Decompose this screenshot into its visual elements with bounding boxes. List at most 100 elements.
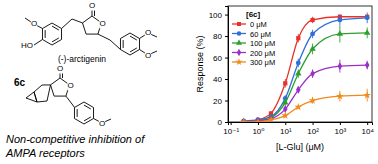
marker bbox=[254, 118, 262, 122]
axis-line bbox=[229, 123, 373, 126]
series-line bbox=[244, 65, 368, 122]
series-line bbox=[244, 95, 368, 122]
y-axis-title: Response (%) bbox=[195, 35, 205, 92]
tick: 10² bbox=[307, 122, 319, 136]
atom-label: O bbox=[57, 64, 63, 73]
marker bbox=[296, 86, 301, 94]
tick: 60 bbox=[213, 54, 228, 63]
tick-label: 20 bbox=[213, 97, 222, 106]
benzene-ring bbox=[74, 102, 93, 124]
tick-label: 10⁰ bbox=[252, 127, 264, 136]
marker bbox=[267, 116, 275, 122]
double-bond bbox=[52, 26, 59, 30]
tick-mark bbox=[225, 101, 228, 102]
bond bbox=[34, 40, 43, 46]
legend-label: 0 μM bbox=[250, 20, 267, 29]
chart: 10⁻¹10⁰10¹10²10³10⁴020406080100[L-Glu] (… bbox=[195, 6, 374, 152]
x-axis-title: [L-Glu] (μM) bbox=[276, 142, 324, 152]
marker bbox=[281, 112, 289, 119]
bond bbox=[66, 96, 72, 104]
legend-label: 300 μM bbox=[250, 58, 275, 67]
cyclopropane bbox=[26, 92, 37, 102]
tick-label: 10¹ bbox=[280, 127, 292, 136]
marker bbox=[282, 99, 288, 105]
structures: OOHOOOOOOO bbox=[21, 1, 157, 129]
marker bbox=[310, 70, 315, 78]
bond bbox=[98, 34, 110, 40]
molecule-name: 6c bbox=[14, 77, 26, 88]
bond bbox=[72, 104, 75, 108]
atom-label: O bbox=[99, 119, 105, 128]
benzene-ring bbox=[42, 23, 61, 45]
tick: 10⁴ bbox=[362, 122, 375, 136]
marker bbox=[240, 118, 248, 122]
x-axis: 10⁻¹ 10⁰ 10¹ 10² 10³ 10⁴ bbox=[223, 122, 374, 136]
marker bbox=[283, 81, 287, 85]
series-line bbox=[244, 17, 368, 122]
tick-mark bbox=[225, 58, 228, 59]
tick-label: 10⁻¹ bbox=[223, 127, 239, 136]
atom-label: O bbox=[67, 81, 73, 90]
tick-mark bbox=[367, 122, 368, 125]
legend-marker bbox=[237, 31, 242, 36]
tick: 10³ bbox=[335, 122, 347, 136]
marker bbox=[309, 97, 317, 104]
tick-mark bbox=[225, 79, 228, 80]
figure: OOHOOOOOOO(-)-arctigenin 6c Non-competitiv… bbox=[0, 0, 378, 164]
bond bbox=[62, 19, 73, 29]
tick-mark bbox=[340, 122, 341, 125]
caption: Non-competitive inhibition of bbox=[6, 133, 145, 145]
double-bond bbox=[77, 109, 78, 117]
legend-entry: 100 μM bbox=[232, 39, 275, 48]
tick-label: 10² bbox=[307, 127, 319, 136]
double-bond bbox=[130, 48, 137, 52]
legend: [6c]0 μM60 μM100 μM200 μM300 μM bbox=[232, 10, 275, 67]
marker bbox=[336, 92, 344, 99]
legend-title: [6c] bbox=[246, 10, 261, 19]
legend-entry: 60 μM bbox=[232, 30, 271, 39]
legend-marker bbox=[237, 49, 241, 56]
marker bbox=[338, 62, 343, 70]
legend-entry: 0 μM bbox=[232, 20, 267, 29]
double-bond bbox=[52, 38, 59, 42]
atom-label: O bbox=[145, 28, 151, 37]
double-bond bbox=[130, 36, 137, 40]
marker bbox=[309, 45, 315, 51]
tick-mark bbox=[258, 122, 259, 125]
tick-label: 40 bbox=[213, 75, 222, 84]
marker bbox=[365, 15, 370, 20]
tick-mark bbox=[225, 15, 228, 16]
caption: AMPA receptors bbox=[5, 147, 85, 159]
axis-line bbox=[225, 7, 229, 123]
tick: 20 bbox=[213, 97, 228, 106]
marker bbox=[364, 29, 370, 35]
legend-label: 200 μM bbox=[250, 49, 275, 58]
y-axis: 020406080100 bbox=[209, 7, 229, 128]
tick: 80 bbox=[213, 32, 228, 41]
series-line bbox=[244, 33, 368, 122]
tick-mark bbox=[231, 122, 232, 125]
bond bbox=[110, 40, 121, 50]
legend-marker bbox=[236, 39, 242, 44]
tick-label: 10³ bbox=[335, 127, 347, 136]
marker bbox=[296, 36, 300, 40]
tick-label: 100 bbox=[209, 11, 223, 20]
benzene-ring bbox=[120, 33, 139, 55]
bond bbox=[72, 19, 82, 23]
tick-mark bbox=[225, 36, 228, 37]
tick-mark bbox=[313, 122, 314, 125]
legend-entry: 200 μM bbox=[232, 49, 275, 58]
marker bbox=[365, 61, 370, 69]
marker bbox=[337, 30, 343, 36]
plot-area bbox=[240, 12, 371, 122]
tick: 100 bbox=[209, 11, 228, 20]
tick: 10⁻¹ bbox=[223, 122, 239, 136]
atom-label: O bbox=[99, 19, 105, 28]
tick: 40 bbox=[213, 75, 228, 84]
marker bbox=[363, 91, 371, 98]
legend-label: 100 μM bbox=[250, 39, 275, 48]
tick-label: 60 bbox=[213, 54, 222, 63]
plot-frame bbox=[228, 6, 372, 122]
molecule-name: (-)-arctigenin bbox=[58, 54, 106, 64]
double-bond bbox=[123, 40, 124, 48]
